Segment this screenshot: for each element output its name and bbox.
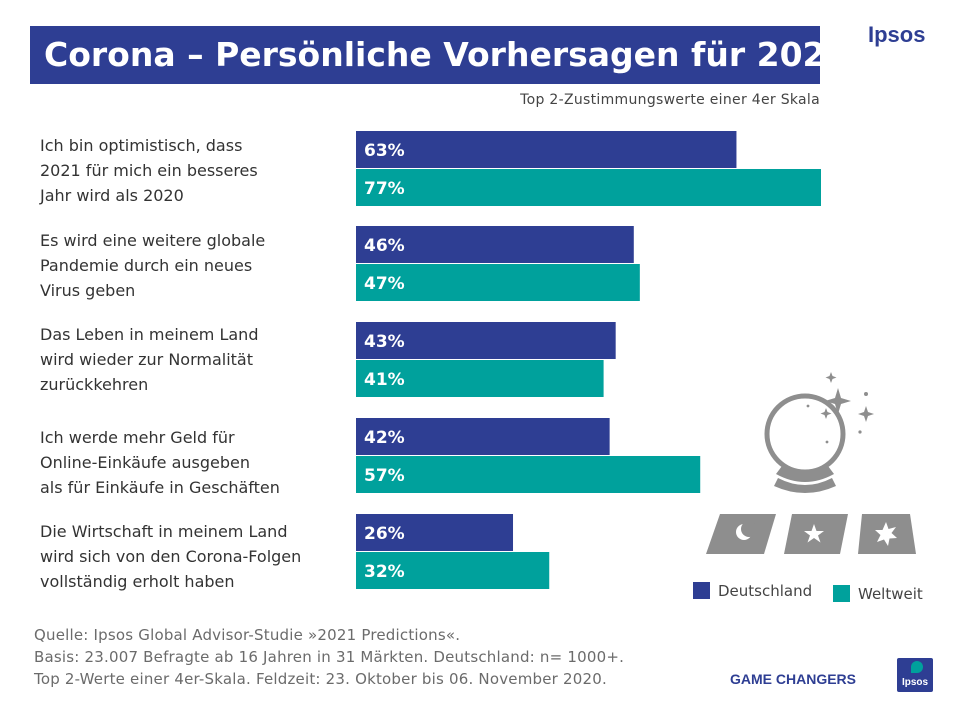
crystal-ball-with-tarot-cards-icon bbox=[706, 372, 916, 554]
category-label-line: 2021 für mich ein besseres bbox=[40, 161, 258, 180]
legend-item-weltweit: Weltweit bbox=[833, 585, 923, 603]
category-label-line: Ich bin optimistisch, dass bbox=[40, 136, 243, 155]
category-label-line: Es wird eine weitere globale bbox=[40, 231, 266, 250]
category-label-line: zurückkehren bbox=[40, 375, 149, 394]
bar-weltweit-3 bbox=[356, 360, 604, 397]
bar-value-label: 46% bbox=[364, 236, 405, 256]
logo-accent-icon bbox=[911, 661, 923, 673]
category-label-line: Die Wirtschaft in meinem Land bbox=[40, 522, 288, 541]
footnote-line: Quelle: Ipsos Global Advisor-Studie »202… bbox=[34, 626, 461, 644]
category-label-1: Ich bin optimistisch, dass 2021 für mich… bbox=[40, 133, 340, 208]
bar-value-label: 43% bbox=[364, 332, 405, 352]
category-label-line: Pandemie durch ein neues bbox=[40, 256, 253, 275]
bar-deutschland-3 bbox=[356, 322, 616, 359]
page-title: Corona – Persönliche Vorhersagen für 202… bbox=[30, 26, 848, 84]
bar-deutschland-2 bbox=[356, 226, 634, 263]
category-label-line: Das Leben in meinem Land bbox=[40, 325, 259, 344]
category-label-4: Ich werde mehr Geld für Online-Einkäufe … bbox=[40, 425, 340, 500]
chart-subtitle: Top 2-Zustimmungswerte einer 4er Skala bbox=[520, 92, 820, 108]
ipsos-logo: Ipsos bbox=[897, 658, 933, 692]
category-label-line: Virus geben bbox=[40, 281, 136, 300]
legend-item-deutschland: Deutschland bbox=[693, 582, 812, 600]
bar-weltweit-4 bbox=[356, 456, 701, 493]
category-label-line: wird sich von den Corona-Folgen bbox=[40, 547, 302, 566]
ipsos-logo-label: Ipsos bbox=[901, 677, 929, 688]
footnote-line: Basis: 23.007 Befragte ab 16 Jahren in 3… bbox=[34, 648, 625, 666]
category-label-5: Die Wirtschaft in meinem Land wird sich … bbox=[40, 519, 340, 594]
category-label-line: als für Einkäufe in Geschäften bbox=[40, 478, 280, 497]
ipsos-logo-text: Ipsos bbox=[868, 22, 926, 47]
bar-value-label: 26% bbox=[364, 524, 405, 544]
bar-value-label: 63% bbox=[364, 141, 405, 161]
bar-deutschland-1 bbox=[356, 131, 737, 168]
legend-swatch bbox=[833, 585, 850, 602]
bar-value-label: 41% bbox=[364, 370, 405, 390]
bar-value-label: 42% bbox=[364, 428, 405, 448]
bar-value-label: 32% bbox=[364, 562, 405, 582]
category-label-line: Jahr wird als 2020 bbox=[40, 186, 184, 205]
category-label-2: Es wird eine weitere globale Pandemie du… bbox=[40, 228, 340, 303]
legend-label: Weltweit bbox=[858, 585, 923, 603]
category-label-line: wird wieder zur Normalität bbox=[40, 350, 253, 369]
legend-label: Deutschland bbox=[718, 582, 813, 600]
bar-weltweit-5 bbox=[356, 552, 550, 589]
bar-deutschland-4 bbox=[356, 418, 610, 455]
bar-weltweit-2 bbox=[356, 264, 640, 301]
category-label-3: Das Leben in meinem Land wird wieder zur… bbox=[40, 322, 340, 397]
bar-weltweit-1 bbox=[356, 169, 821, 206]
source-footnote: Quelle: Ipsos Global Advisor-Studie »202… bbox=[34, 624, 624, 690]
bar-deutschland-5 bbox=[356, 514, 514, 551]
footnote-line: Top 2-Werte einer 4er-Skala. Feldzeit: 2… bbox=[34, 670, 607, 688]
bar-value-label: 57% bbox=[364, 466, 405, 486]
game-changers-tagline: GAME CHANGERS bbox=[730, 671, 857, 687]
bar-value-label: 47% bbox=[364, 274, 405, 294]
legend-swatch bbox=[693, 582, 710, 599]
bar-value-label: 77% bbox=[364, 179, 405, 199]
category-label-line: Online-Einkäufe ausgeben bbox=[40, 453, 250, 472]
category-label-line: Ich werde mehr Geld für bbox=[40, 428, 235, 447]
category-label-line: vollständig erholt haben bbox=[40, 572, 235, 591]
